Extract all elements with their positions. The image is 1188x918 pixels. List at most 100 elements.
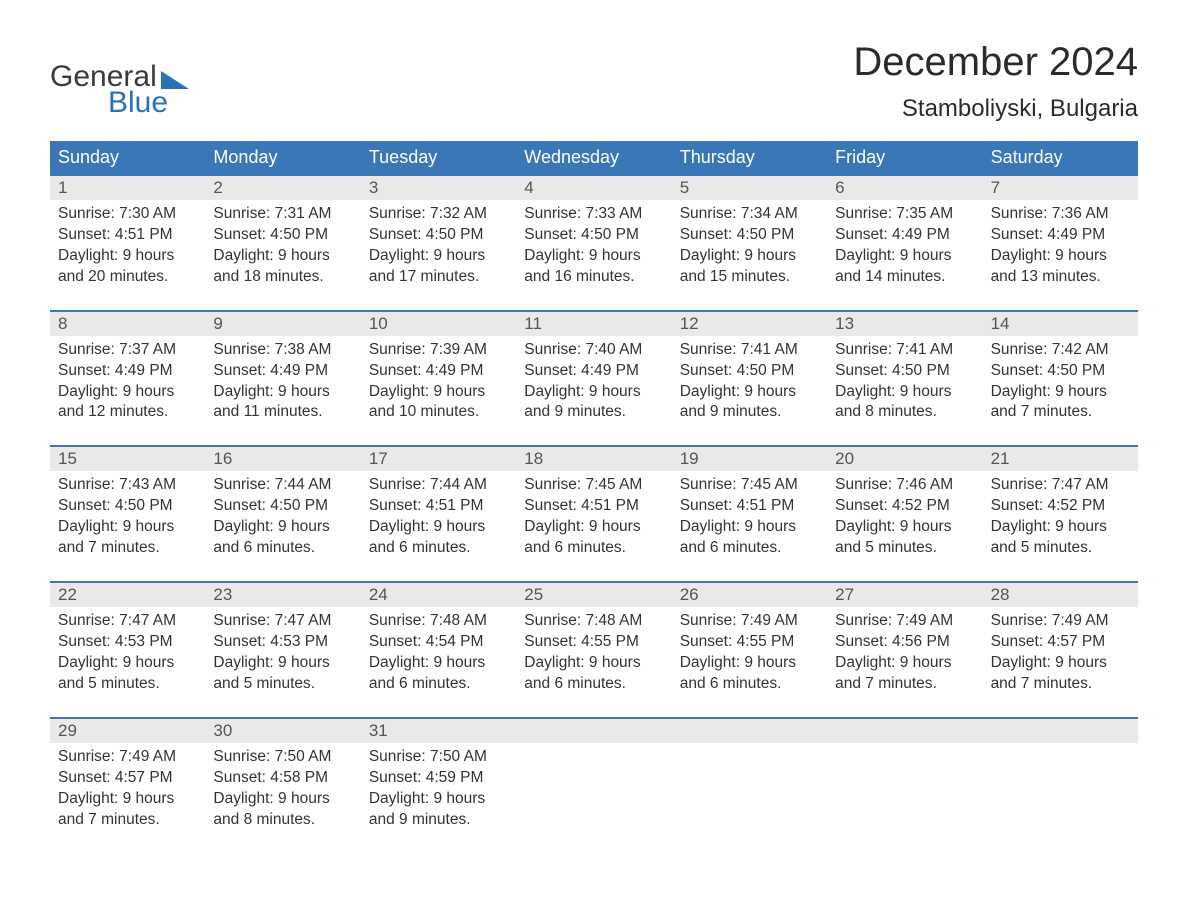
weeks-container: 1234567Sunrise: 7:30 AMSunset: 4:51 PMDa… bbox=[50, 174, 1138, 852]
sunset-text: Sunset: 4:50 PM bbox=[369, 225, 508, 246]
daylight-text-line2: and 6 minutes. bbox=[524, 674, 663, 695]
sunset-text: Sunset: 4:57 PM bbox=[58, 768, 197, 789]
day-number-row: 293031 bbox=[50, 719, 1138, 743]
daylight-text-line2: and 7 minutes. bbox=[991, 674, 1130, 695]
daylight-text-line1: Daylight: 9 hours bbox=[369, 653, 508, 674]
day-cell: Sunrise: 7:41 AMSunset: 4:50 PMDaylight:… bbox=[827, 336, 982, 446]
day-number: 27 bbox=[827, 583, 982, 607]
day-number: 2 bbox=[205, 176, 360, 200]
daylight-text-line1: Daylight: 9 hours bbox=[369, 382, 508, 403]
sunrise-text: Sunrise: 7:39 AM bbox=[369, 340, 508, 361]
calendar: Sunday Monday Tuesday Wednesday Thursday… bbox=[50, 141, 1138, 852]
sunset-text: Sunset: 4:50 PM bbox=[213, 496, 352, 517]
day-number-row: 22232425262728 bbox=[50, 583, 1138, 607]
daylight-text-line2: and 10 minutes. bbox=[369, 402, 508, 423]
daylight-text-line2: and 20 minutes. bbox=[58, 267, 197, 288]
daylight-text-line2: and 6 minutes. bbox=[369, 538, 508, 559]
sunrise-text: Sunrise: 7:49 AM bbox=[835, 611, 974, 632]
week-row: 1234567Sunrise: 7:30 AMSunset: 4:51 PMDa… bbox=[50, 174, 1138, 310]
title-block: December 2024 Stamboliyski, Bulgaria bbox=[853, 40, 1138, 123]
day-number-row: 15161718192021 bbox=[50, 447, 1138, 471]
daylight-text-line1: Daylight: 9 hours bbox=[58, 653, 197, 674]
day-number: 17 bbox=[361, 447, 516, 471]
day-cell: Sunrise: 7:49 AMSunset: 4:57 PMDaylight:… bbox=[50, 743, 205, 853]
day-cell: Sunrise: 7:49 AMSunset: 4:56 PMDaylight:… bbox=[827, 607, 982, 717]
day-number: 23 bbox=[205, 583, 360, 607]
day-cell: Sunrise: 7:44 AMSunset: 4:50 PMDaylight:… bbox=[205, 471, 360, 581]
day-cell: Sunrise: 7:34 AMSunset: 4:50 PMDaylight:… bbox=[672, 200, 827, 310]
day-number bbox=[672, 719, 827, 743]
daylight-text-line1: Daylight: 9 hours bbox=[213, 517, 352, 538]
daylight-text-line2: and 7 minutes. bbox=[991, 402, 1130, 423]
sunrise-text: Sunrise: 7:37 AM bbox=[58, 340, 197, 361]
daylight-text-line1: Daylight: 9 hours bbox=[991, 653, 1130, 674]
daylight-text-line2: and 9 minutes. bbox=[680, 402, 819, 423]
daylight-text-line1: Daylight: 9 hours bbox=[524, 246, 663, 267]
sunrise-text: Sunrise: 7:30 AM bbox=[58, 204, 197, 225]
week-row: 22232425262728Sunrise: 7:47 AMSunset: 4:… bbox=[50, 581, 1138, 717]
day-header-tuesday: Tuesday bbox=[361, 141, 516, 174]
day-cell: Sunrise: 7:40 AMSunset: 4:49 PMDaylight:… bbox=[516, 336, 671, 446]
sunrise-text: Sunrise: 7:41 AM bbox=[835, 340, 974, 361]
day-cell: Sunrise: 7:37 AMSunset: 4:49 PMDaylight:… bbox=[50, 336, 205, 446]
sunrise-text: Sunrise: 7:50 AM bbox=[213, 747, 352, 768]
sunset-text: Sunset: 4:50 PM bbox=[58, 496, 197, 517]
sunrise-text: Sunrise: 7:47 AM bbox=[991, 475, 1130, 496]
day-cell: Sunrise: 7:45 AMSunset: 4:51 PMDaylight:… bbox=[516, 471, 671, 581]
day-header-wednesday: Wednesday bbox=[516, 141, 671, 174]
sunset-text: Sunset: 4:53 PM bbox=[213, 632, 352, 653]
daylight-text-line2: and 5 minutes. bbox=[213, 674, 352, 695]
daylight-text-line2: and 5 minutes. bbox=[991, 538, 1130, 559]
sunset-text: Sunset: 4:51 PM bbox=[58, 225, 197, 246]
day-number: 29 bbox=[50, 719, 205, 743]
week-row: 293031Sunrise: 7:49 AMSunset: 4:57 PMDay… bbox=[50, 717, 1138, 853]
daylight-text-line1: Daylight: 9 hours bbox=[680, 246, 819, 267]
day-cell: Sunrise: 7:41 AMSunset: 4:50 PMDaylight:… bbox=[672, 336, 827, 446]
daylight-text-line1: Daylight: 9 hours bbox=[835, 382, 974, 403]
day-cell: Sunrise: 7:42 AMSunset: 4:50 PMDaylight:… bbox=[983, 336, 1138, 446]
sunset-text: Sunset: 4:52 PM bbox=[835, 496, 974, 517]
daylight-text-line2: and 7 minutes. bbox=[835, 674, 974, 695]
daylight-text-line1: Daylight: 9 hours bbox=[58, 517, 197, 538]
daylight-text-line2: and 17 minutes. bbox=[369, 267, 508, 288]
day-number: 5 bbox=[672, 176, 827, 200]
daylight-text-line2: and 7 minutes. bbox=[58, 810, 197, 831]
day-cell: Sunrise: 7:47 AMSunset: 4:53 PMDaylight:… bbox=[50, 607, 205, 717]
daylight-text-line2: and 11 minutes. bbox=[213, 402, 352, 423]
daylight-text-line1: Daylight: 9 hours bbox=[369, 246, 508, 267]
day-number: 19 bbox=[672, 447, 827, 471]
day-number: 7 bbox=[983, 176, 1138, 200]
daylight-text-line2: and 12 minutes. bbox=[58, 402, 197, 423]
day-cell bbox=[827, 743, 982, 853]
day-number: 9 bbox=[205, 312, 360, 336]
daylight-text-line1: Daylight: 9 hours bbox=[369, 789, 508, 810]
day-header-monday: Monday bbox=[205, 141, 360, 174]
day-cell: Sunrise: 7:49 AMSunset: 4:57 PMDaylight:… bbox=[983, 607, 1138, 717]
day-header-sunday: Sunday bbox=[50, 141, 205, 174]
sunrise-text: Sunrise: 7:44 AM bbox=[369, 475, 508, 496]
day-cell: Sunrise: 7:35 AMSunset: 4:49 PMDaylight:… bbox=[827, 200, 982, 310]
sunrise-text: Sunrise: 7:32 AM bbox=[369, 204, 508, 225]
sunrise-text: Sunrise: 7:40 AM bbox=[524, 340, 663, 361]
sunrise-text: Sunrise: 7:50 AM bbox=[369, 747, 508, 768]
daylight-text-line2: and 6 minutes. bbox=[680, 538, 819, 559]
sunset-text: Sunset: 4:49 PM bbox=[991, 225, 1130, 246]
sunset-text: Sunset: 4:53 PM bbox=[58, 632, 197, 653]
day-number: 13 bbox=[827, 312, 982, 336]
sunset-text: Sunset: 4:58 PM bbox=[213, 768, 352, 789]
daylight-text-line1: Daylight: 9 hours bbox=[524, 382, 663, 403]
sunset-text: Sunset: 4:51 PM bbox=[524, 496, 663, 517]
day-number: 15 bbox=[50, 447, 205, 471]
daylight-text-line1: Daylight: 9 hours bbox=[58, 382, 197, 403]
sunrise-text: Sunrise: 7:43 AM bbox=[58, 475, 197, 496]
day-header-thursday: Thursday bbox=[672, 141, 827, 174]
sunrise-text: Sunrise: 7:47 AM bbox=[58, 611, 197, 632]
day-cell: Sunrise: 7:50 AMSunset: 4:58 PMDaylight:… bbox=[205, 743, 360, 853]
day-cell bbox=[983, 743, 1138, 853]
daylight-text-line2: and 6 minutes. bbox=[680, 674, 819, 695]
sunrise-text: Sunrise: 7:41 AM bbox=[680, 340, 819, 361]
daylight-text-line2: and 18 minutes. bbox=[213, 267, 352, 288]
sunset-text: Sunset: 4:50 PM bbox=[835, 361, 974, 382]
sunset-text: Sunset: 4:49 PM bbox=[58, 361, 197, 382]
day-number: 24 bbox=[361, 583, 516, 607]
